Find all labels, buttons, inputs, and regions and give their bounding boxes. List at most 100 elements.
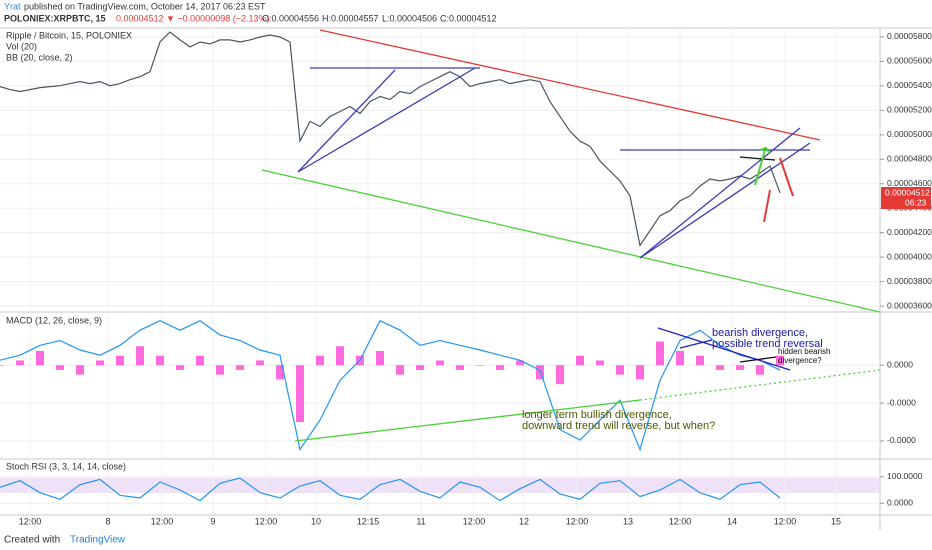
low: L:0.00004506 [382,13,437,23]
x-tick-label: 12:00 [255,516,278,526]
x-tick-label: 12:00 [774,516,797,526]
change: ▼ −0.00000098 (−2.13%) [166,13,269,23]
pane-title: MACD (12, 26, close, 9) [6,315,102,325]
histogram-bar [636,365,644,380]
y-tick-label: 0.00005600 [887,56,932,66]
close: C:0.00004512 [440,13,497,23]
histogram-bar [96,360,104,366]
histogram-bar [656,341,664,366]
price-badge-value: 0.00004512 [885,187,930,197]
histogram-bar [516,360,524,366]
histogram-bar [156,355,164,366]
footer-brand: TradingView [70,535,126,546]
y-tick-label: 0.00005000 [887,129,932,139]
histogram-bar [376,350,384,366]
price-badge-time: 06:23 [905,197,927,207]
y-tick-label: 0.00003600 [887,300,932,310]
histogram-bar [696,355,704,366]
annotation: hidden bearish [778,347,830,356]
y-tick-label: 0.00005400 [887,80,932,90]
histogram-bar [136,346,144,366]
series-line [0,319,781,452]
histogram-bar [316,355,324,366]
histogram-bar [556,365,564,385]
histogram-bar [416,365,424,370]
symbol: POLONIEX:XRPBTC, 15 [4,13,106,23]
high: H:0.00004557 [322,13,379,23]
y-tick-label: 0.00003800 [887,276,932,286]
histogram-bar [236,365,244,370]
histogram-bar [536,365,544,380]
x-tick-label: 12:00 [566,516,589,526]
histogram-bar [396,365,404,375]
y-tick-label: 0.00004200 [887,227,932,237]
histogram-bar [436,360,444,366]
series-line [0,477,781,502]
y-tick-label: 100.0000 [887,471,923,481]
histogram-bar [256,360,264,366]
stoch-band [0,478,880,493]
pane-title: Ripple / Bitcoin, 15, POLONIEX [6,30,132,40]
histogram-bar [596,360,604,366]
series-line [0,31,781,248]
histogram-bar [116,355,124,366]
histogram-bar [196,355,204,366]
y-tick-label: -0.0000 [887,397,916,407]
x-tick-label: 11 [416,516,425,526]
x-tick-label: 14 [727,516,737,526]
y-tick-label: 0.0000 [887,359,913,369]
x-tick-label: 12:00 [19,516,42,526]
y-tick-label: 0.00005200 [887,105,932,115]
x-tick-label: 9 [210,516,215,526]
histogram-bar [736,365,744,370]
annotation: longer term bullish divergence, [522,409,672,421]
histogram-bar [16,360,24,366]
author: Yrat [4,1,21,11]
histogram-bar [336,346,344,366]
annotation: downward trend will reverse, but when? [522,420,715,432]
x-tick-label: 15 [831,516,841,526]
y-tick-label: 0.00005800 [887,31,932,41]
price-badge [881,187,931,209]
histogram-bar [776,355,784,366]
histogram-bar [296,365,304,423]
footer-created: Created with [4,535,60,546]
histogram-bar [456,365,464,370]
annotation: bearish divergence, [712,327,808,339]
y-tick-label: 0.0000 [887,498,913,508]
annotation: divergence? [778,356,822,365]
x-tick-label: 13 [623,516,633,526]
x-tick-label: 8 [105,516,110,526]
histogram-bar [576,355,584,366]
histogram-bar [476,365,484,366]
histogram-bar [56,365,64,370]
pane-frame [0,27,932,530]
histogram-bar [676,350,684,366]
y-tick-label: 0.00004600 [887,178,932,188]
x-tick-label: 12:15 [357,516,380,526]
histogram-bar [616,365,624,375]
drawings [261,29,881,442]
pane-title: Stoch RSI (3, 3, 14, 14, close) [6,461,126,471]
histogram-bar [36,350,44,366]
published: published on TradingView.com, October 14… [24,1,266,11]
x-tick-label: 10 [311,516,321,526]
last: 0.00004512 [116,13,164,23]
x-tick-label: 12:00 [669,516,692,526]
x-tick-label: 12 [519,516,529,526]
histogram-bar [176,365,184,370]
histogram-bar [716,365,724,370]
histogram-bar [0,365,4,366]
histogram-bar [276,365,284,380]
y-tick-label: 0.00004800 [887,154,932,164]
open: O:0.00004556 [262,13,319,23]
indicator-label: BB (20, close, 2) [6,52,73,62]
histogram-bar [216,365,224,375]
y-tick-label: 0.00004000 [887,251,932,261]
x-tick-label: 12:00 [463,516,486,526]
annotation: possible trend reversal [712,338,823,350]
indicator-label: Vol (20) [6,41,37,51]
histogram-bar [496,365,504,370]
